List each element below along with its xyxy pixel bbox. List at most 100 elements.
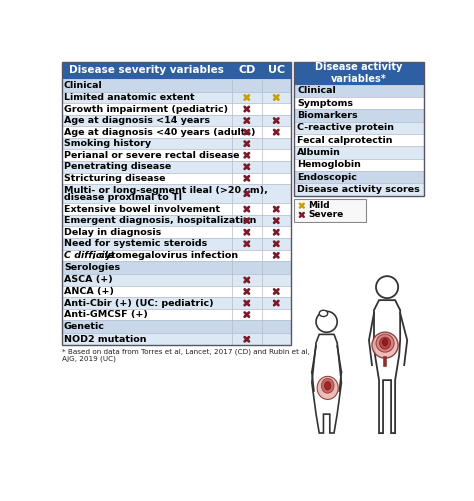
Bar	[232, 138, 262, 149]
Bar	[262, 309, 291, 320]
Text: Albumin: Albumin	[297, 148, 341, 157]
Ellipse shape	[380, 337, 391, 349]
Ellipse shape	[325, 382, 331, 390]
Text: C difficile: C difficile	[64, 251, 114, 260]
Bar	[262, 184, 291, 203]
Bar	[294, 62, 424, 195]
Bar	[262, 138, 291, 149]
Bar	[62, 138, 232, 149]
Bar	[262, 249, 291, 261]
Bar	[62, 261, 232, 274]
Text: Disease activity scores: Disease activity scores	[297, 185, 420, 194]
Bar	[262, 274, 291, 286]
Ellipse shape	[372, 332, 398, 358]
Bar	[294, 159, 424, 171]
Text: Disease severity variables: Disease severity variables	[69, 65, 224, 75]
Bar	[62, 115, 232, 126]
Bar	[294, 109, 424, 122]
Bar	[232, 172, 262, 184]
Bar	[262, 238, 291, 249]
Bar	[294, 85, 424, 97]
Bar	[62, 249, 232, 261]
Bar	[62, 215, 232, 226]
Bar	[262, 92, 291, 103]
Bar	[294, 183, 424, 195]
Bar	[232, 274, 262, 286]
Text: NOD2 mutation: NOD2 mutation	[64, 335, 146, 344]
Bar	[232, 320, 262, 334]
Bar	[232, 184, 262, 203]
Text: UC: UC	[268, 65, 285, 75]
Bar	[294, 62, 424, 85]
Text: Limited anatomic extent: Limited anatomic extent	[64, 93, 194, 102]
Bar	[262, 79, 291, 92]
Text: Multi- or long-segment ileal (>20 cm),: Multi- or long-segment ileal (>20 cm),	[64, 186, 268, 195]
Text: * Based on data from Torres et al, Lancet, 2017 (CD) and Rubin et al,
AJG, 2019 : * Based on data from Torres et al, Lance…	[62, 348, 310, 362]
Bar	[294, 223, 424, 437]
Ellipse shape	[317, 376, 338, 399]
Text: ANCA (+): ANCA (+)	[64, 287, 114, 296]
Bar	[262, 261, 291, 274]
Bar	[62, 79, 232, 92]
Bar	[262, 115, 291, 126]
Bar	[294, 171, 424, 183]
Bar	[262, 203, 291, 215]
Bar	[62, 172, 232, 184]
Bar	[232, 149, 262, 161]
Text: Serologies: Serologies	[64, 263, 120, 272]
Bar	[262, 334, 291, 345]
Text: disease proximal to TI: disease proximal to TI	[64, 193, 182, 202]
Text: , cytomegalovirus infection: , cytomegalovirus infection	[92, 251, 238, 260]
Bar	[262, 126, 291, 138]
Polygon shape	[374, 300, 400, 433]
Text: Endoscopic: Endoscopic	[297, 173, 357, 182]
Circle shape	[376, 276, 398, 298]
Text: Age at diagnosis <40 years (adults): Age at diagnosis <40 years (adults)	[64, 128, 255, 137]
Text: Need for systemic steroids: Need for systemic steroids	[64, 239, 207, 248]
Bar	[262, 62, 291, 79]
Text: Penetrating disease: Penetrating disease	[64, 162, 171, 171]
Bar	[232, 79, 262, 92]
Text: Anti-GMCSF (+): Anti-GMCSF (+)	[64, 310, 148, 319]
Bar	[232, 309, 262, 320]
Bar	[232, 103, 262, 115]
Bar	[294, 122, 424, 134]
Bar	[262, 286, 291, 297]
Text: Disease activity
variables*: Disease activity variables*	[316, 63, 403, 84]
Bar	[62, 286, 232, 297]
Text: Mild: Mild	[308, 201, 329, 210]
Bar	[62, 161, 232, 172]
Text: Anti-Cbir (+) (UC: pediatric): Anti-Cbir (+) (UC: pediatric)	[64, 299, 213, 308]
Bar	[62, 238, 232, 249]
Bar	[62, 297, 232, 309]
Ellipse shape	[321, 378, 334, 393]
Bar	[262, 215, 291, 226]
Circle shape	[316, 311, 337, 332]
Bar	[294, 199, 365, 222]
Bar	[62, 62, 232, 79]
Polygon shape	[312, 334, 341, 433]
Text: Extensive bowel involvement: Extensive bowel involvement	[64, 204, 220, 213]
Text: C-reactive protein: C-reactive protein	[297, 123, 394, 132]
Bar	[294, 134, 424, 146]
Bar	[262, 320, 291, 334]
Bar	[62, 274, 232, 286]
Text: Symptoms: Symptoms	[297, 99, 353, 108]
Ellipse shape	[319, 310, 328, 317]
Bar	[294, 146, 424, 159]
Text: Fecal calprotectin: Fecal calprotectin	[297, 136, 392, 145]
Text: Smoking history: Smoking history	[64, 139, 151, 148]
Bar	[62, 62, 291, 345]
Text: CD: CD	[238, 65, 255, 75]
Ellipse shape	[376, 334, 394, 352]
Text: Severe: Severe	[308, 210, 343, 219]
Text: Clinical: Clinical	[64, 81, 103, 90]
Bar	[232, 286, 262, 297]
Bar	[62, 126, 232, 138]
Bar	[62, 103, 232, 115]
Bar	[262, 149, 291, 161]
Bar	[62, 203, 232, 215]
Text: Growth impairment (pediatric): Growth impairment (pediatric)	[64, 105, 228, 114]
Bar	[232, 261, 262, 274]
Text: Age at diagnosis <14 years: Age at diagnosis <14 years	[64, 116, 210, 125]
